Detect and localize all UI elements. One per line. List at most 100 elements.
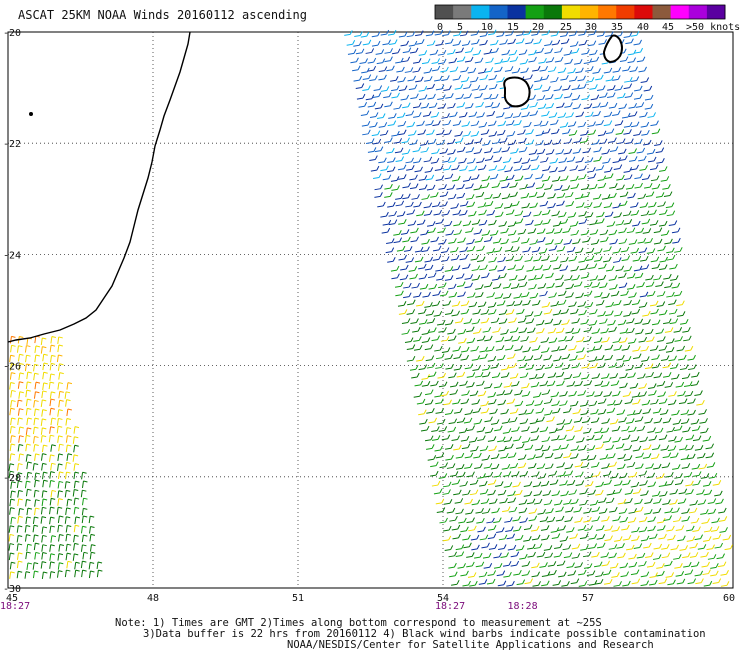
wind-barb xyxy=(613,164,623,171)
wind-barb xyxy=(641,129,650,136)
wind-barb xyxy=(32,524,39,533)
wind-barb xyxy=(449,389,459,396)
wind-barb xyxy=(703,526,713,533)
wind-barb xyxy=(583,508,592,514)
wind-barb xyxy=(505,344,514,351)
wind-barb xyxy=(57,471,64,479)
wind-barb xyxy=(691,371,700,378)
wind-barb xyxy=(633,93,643,100)
wind-barb xyxy=(554,56,564,63)
wind-barb xyxy=(638,66,647,73)
wind-barb xyxy=(58,544,64,552)
wind-barb xyxy=(562,128,571,135)
wind-barb xyxy=(65,507,71,515)
wind-barb xyxy=(444,309,454,315)
wind-barb xyxy=(483,563,493,569)
wind-barb xyxy=(88,561,95,570)
wind-barb xyxy=(641,174,651,181)
wind-barb xyxy=(492,192,502,199)
wind-barb xyxy=(444,319,454,326)
wind-barb xyxy=(418,184,428,191)
wind-barb xyxy=(57,382,64,390)
wind-barb xyxy=(452,40,462,47)
wind-barb xyxy=(563,239,573,245)
wind-barb xyxy=(16,570,23,579)
wind-barb xyxy=(479,31,489,38)
wind-barb xyxy=(663,318,672,325)
wind-barb xyxy=(533,84,543,91)
wind-barb xyxy=(88,570,95,579)
wind-barb xyxy=(623,299,632,306)
wind-barb xyxy=(624,398,634,405)
wind-barb xyxy=(385,247,395,254)
wind-barb xyxy=(587,40,597,47)
wind-barb xyxy=(471,544,480,551)
wind-barb xyxy=(556,102,565,109)
wind-barb xyxy=(504,389,513,396)
wind-barb xyxy=(465,508,474,515)
wind-barb xyxy=(460,398,470,405)
wind-barb xyxy=(400,40,409,47)
wind-barb xyxy=(504,66,514,72)
wind-barb xyxy=(496,527,505,533)
wind-barb xyxy=(524,578,533,585)
wind-barb xyxy=(402,102,411,109)
wind-barb xyxy=(414,246,424,253)
wind-barb xyxy=(541,580,550,587)
wind-barb xyxy=(581,417,591,424)
wind-barb xyxy=(24,434,31,443)
wind-barb xyxy=(652,407,662,414)
wind-barb xyxy=(568,301,577,308)
wind-barb xyxy=(9,372,16,380)
wind-barb xyxy=(702,480,712,487)
wind-barb xyxy=(490,363,500,369)
wind-barb xyxy=(436,139,446,146)
wind-barb xyxy=(477,256,486,263)
wind-barb xyxy=(623,167,633,173)
wind-barb xyxy=(651,362,661,369)
wind-barb xyxy=(410,227,419,234)
wind-barb xyxy=(649,300,659,307)
wind-barb xyxy=(599,282,608,289)
wind-barb xyxy=(550,527,560,533)
wind-barb xyxy=(638,383,648,389)
wind-barb xyxy=(548,470,558,477)
wind-barb xyxy=(716,553,725,560)
wind-barb xyxy=(609,506,618,513)
wind-barb xyxy=(542,209,551,216)
wind-barb xyxy=(467,158,476,164)
wind-barb xyxy=(399,274,409,281)
wind-barb xyxy=(553,319,562,326)
wind-barb xyxy=(558,290,567,297)
wind-barb xyxy=(530,155,540,162)
wind-barb xyxy=(677,498,687,505)
wind-barb xyxy=(33,399,39,408)
wind-barb xyxy=(514,534,524,541)
wind-barb xyxy=(40,561,47,569)
wind-barb xyxy=(57,363,64,371)
wind-barb xyxy=(560,443,569,450)
wind-barb xyxy=(501,56,511,63)
wind-barb xyxy=(640,210,650,217)
legend-label: 45 xyxy=(662,22,674,33)
wind-barb xyxy=(580,273,590,279)
wind-barb xyxy=(556,200,565,207)
wind-barb xyxy=(648,383,657,389)
wind-barb xyxy=(24,480,31,489)
wind-barb xyxy=(58,372,64,380)
wind-barb xyxy=(640,571,650,578)
wind-barb xyxy=(639,111,648,118)
wind-barb xyxy=(598,138,608,145)
wind-barb xyxy=(489,93,499,100)
wind-barb xyxy=(483,463,493,469)
wind-barb xyxy=(658,533,667,540)
wind-barb xyxy=(382,219,392,226)
wind-barb xyxy=(465,139,474,146)
wind-barb xyxy=(511,237,521,243)
wind-barb xyxy=(479,480,488,487)
wind-barb xyxy=(10,389,16,398)
wind-barb xyxy=(488,120,497,127)
wind-barb xyxy=(437,372,446,379)
wind-barb xyxy=(416,120,425,127)
wind-barb xyxy=(543,398,553,405)
